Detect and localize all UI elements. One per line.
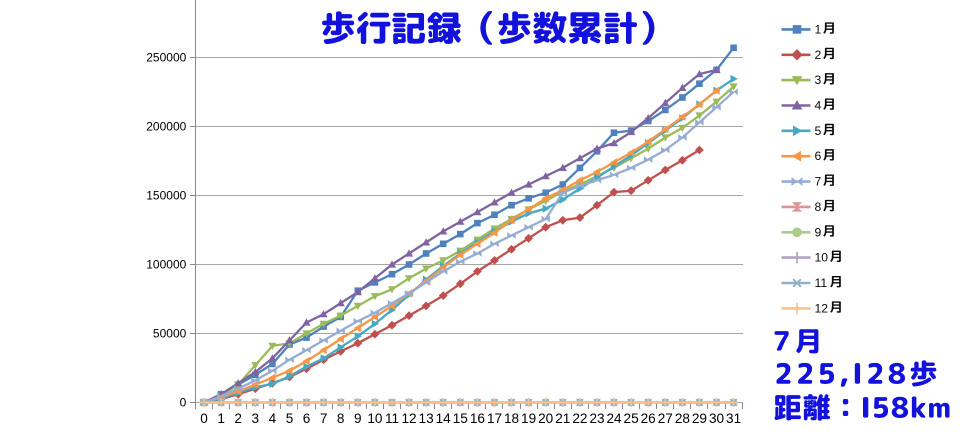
svg-text:7: 7 (320, 411, 328, 426)
svg-text:2: 2 (815, 48, 822, 62)
svg-text:30: 30 (709, 411, 725, 426)
svg-text:250000: 250000 (146, 51, 186, 65)
svg-text:0: 0 (180, 396, 187, 410)
svg-text:3: 3 (252, 411, 260, 426)
svg-text:13: 13 (419, 411, 434, 426)
svg-text:27: 27 (658, 411, 673, 426)
svg-text:28: 28 (675, 411, 690, 426)
svg-text:21: 21 (555, 411, 570, 426)
svg-text:1: 1 (217, 411, 225, 426)
svg-text:0: 0 (200, 411, 208, 426)
svg-text:1: 1 (815, 22, 822, 36)
svg-text:14: 14 (436, 411, 452, 426)
svg-text:24: 24 (606, 411, 622, 426)
svg-text:7: 7 (815, 175, 822, 189)
svg-text:200000: 200000 (146, 120, 186, 134)
svg-text:2: 2 (234, 411, 242, 426)
svg-text:6: 6 (815, 149, 822, 163)
svg-text:16: 16 (470, 411, 485, 426)
svg-text:11: 11 (385, 411, 399, 426)
svg-text:4: 4 (815, 99, 822, 113)
svg-text:12: 12 (401, 411, 416, 426)
svg-text:11: 11 (815, 276, 828, 290)
svg-text:100000: 100000 (146, 258, 186, 272)
svg-text:25: 25 (624, 411, 639, 426)
svg-text:12: 12 (815, 301, 829, 315)
svg-text:26: 26 (641, 411, 656, 426)
svg-text:10: 10 (367, 411, 383, 426)
svg-text:10: 10 (815, 251, 829, 265)
svg-text:8: 8 (815, 200, 822, 214)
svg-text:6: 6 (303, 411, 311, 426)
svg-text:5: 5 (286, 411, 294, 426)
svg-text:31: 31 (726, 411, 741, 426)
svg-text:150000: 150000 (146, 189, 186, 203)
svg-text:20: 20 (538, 411, 554, 426)
svg-text:19: 19 (521, 411, 536, 426)
svg-text:18: 18 (504, 411, 519, 426)
svg-text:8: 8 (337, 411, 345, 426)
svg-text:3: 3 (815, 73, 822, 87)
svg-text:9: 9 (815, 225, 822, 239)
svg-text:17: 17 (487, 411, 502, 426)
svg-text:4: 4 (269, 411, 277, 426)
svg-text:50000: 50000 (153, 327, 187, 341)
svg-text:22: 22 (572, 411, 587, 426)
svg-text:23: 23 (589, 411, 604, 426)
svg-text:29: 29 (692, 411, 707, 426)
svg-text:15: 15 (453, 411, 468, 426)
svg-text:9: 9 (354, 411, 362, 426)
svg-text:5: 5 (815, 124, 822, 138)
